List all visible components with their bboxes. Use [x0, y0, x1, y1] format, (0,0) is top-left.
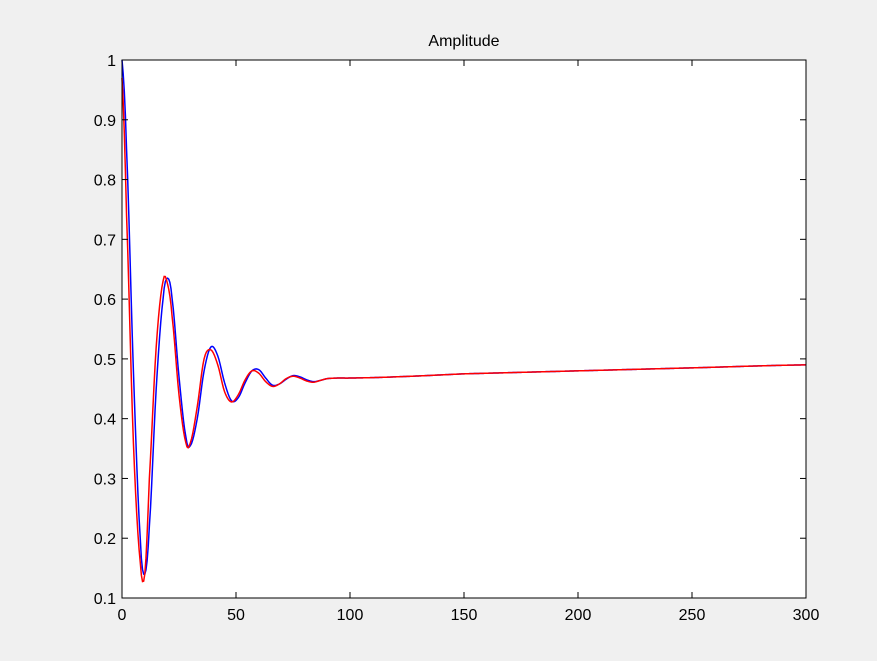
- y-tick-label: 0.2: [94, 531, 116, 548]
- ticks-layer: 0 50 100 150 200 250 300 0.1 0.2 0.3 0.4 0.5 0.6 0.7 0…: [94, 53, 820, 624]
- x-tick-label: 300: [793, 607, 820, 624]
- x-tick-label: 150: [451, 607, 478, 624]
- x-tick-label: 100: [337, 607, 364, 624]
- y-tick-label: 0.9: [94, 113, 116, 130]
- y-tick-label: 0.8: [94, 173, 116, 190]
- y-tick-label: 0.1: [94, 591, 116, 608]
- y-tick-label: 0.6: [94, 292, 116, 309]
- x-tick-label: 50: [227, 607, 245, 624]
- y-tick-label: 0.5: [94, 352, 116, 369]
- y-tick-label: 0.7: [94, 232, 116, 249]
- series-layer: [121, 59, 807, 583]
- y-tick-label: 0.4: [94, 412, 116, 429]
- x-tick-label: 0: [118, 607, 127, 624]
- y-tick-label: 0.3: [94, 471, 116, 488]
- x-tick-label: 250: [679, 607, 706, 624]
- x-tick-label: 200: [565, 607, 592, 624]
- series-line-2: [121, 77, 807, 583]
- plot-area: [122, 60, 806, 598]
- y-tick-label: 1: [107, 53, 116, 70]
- chart-title: Amplitude: [428, 33, 499, 50]
